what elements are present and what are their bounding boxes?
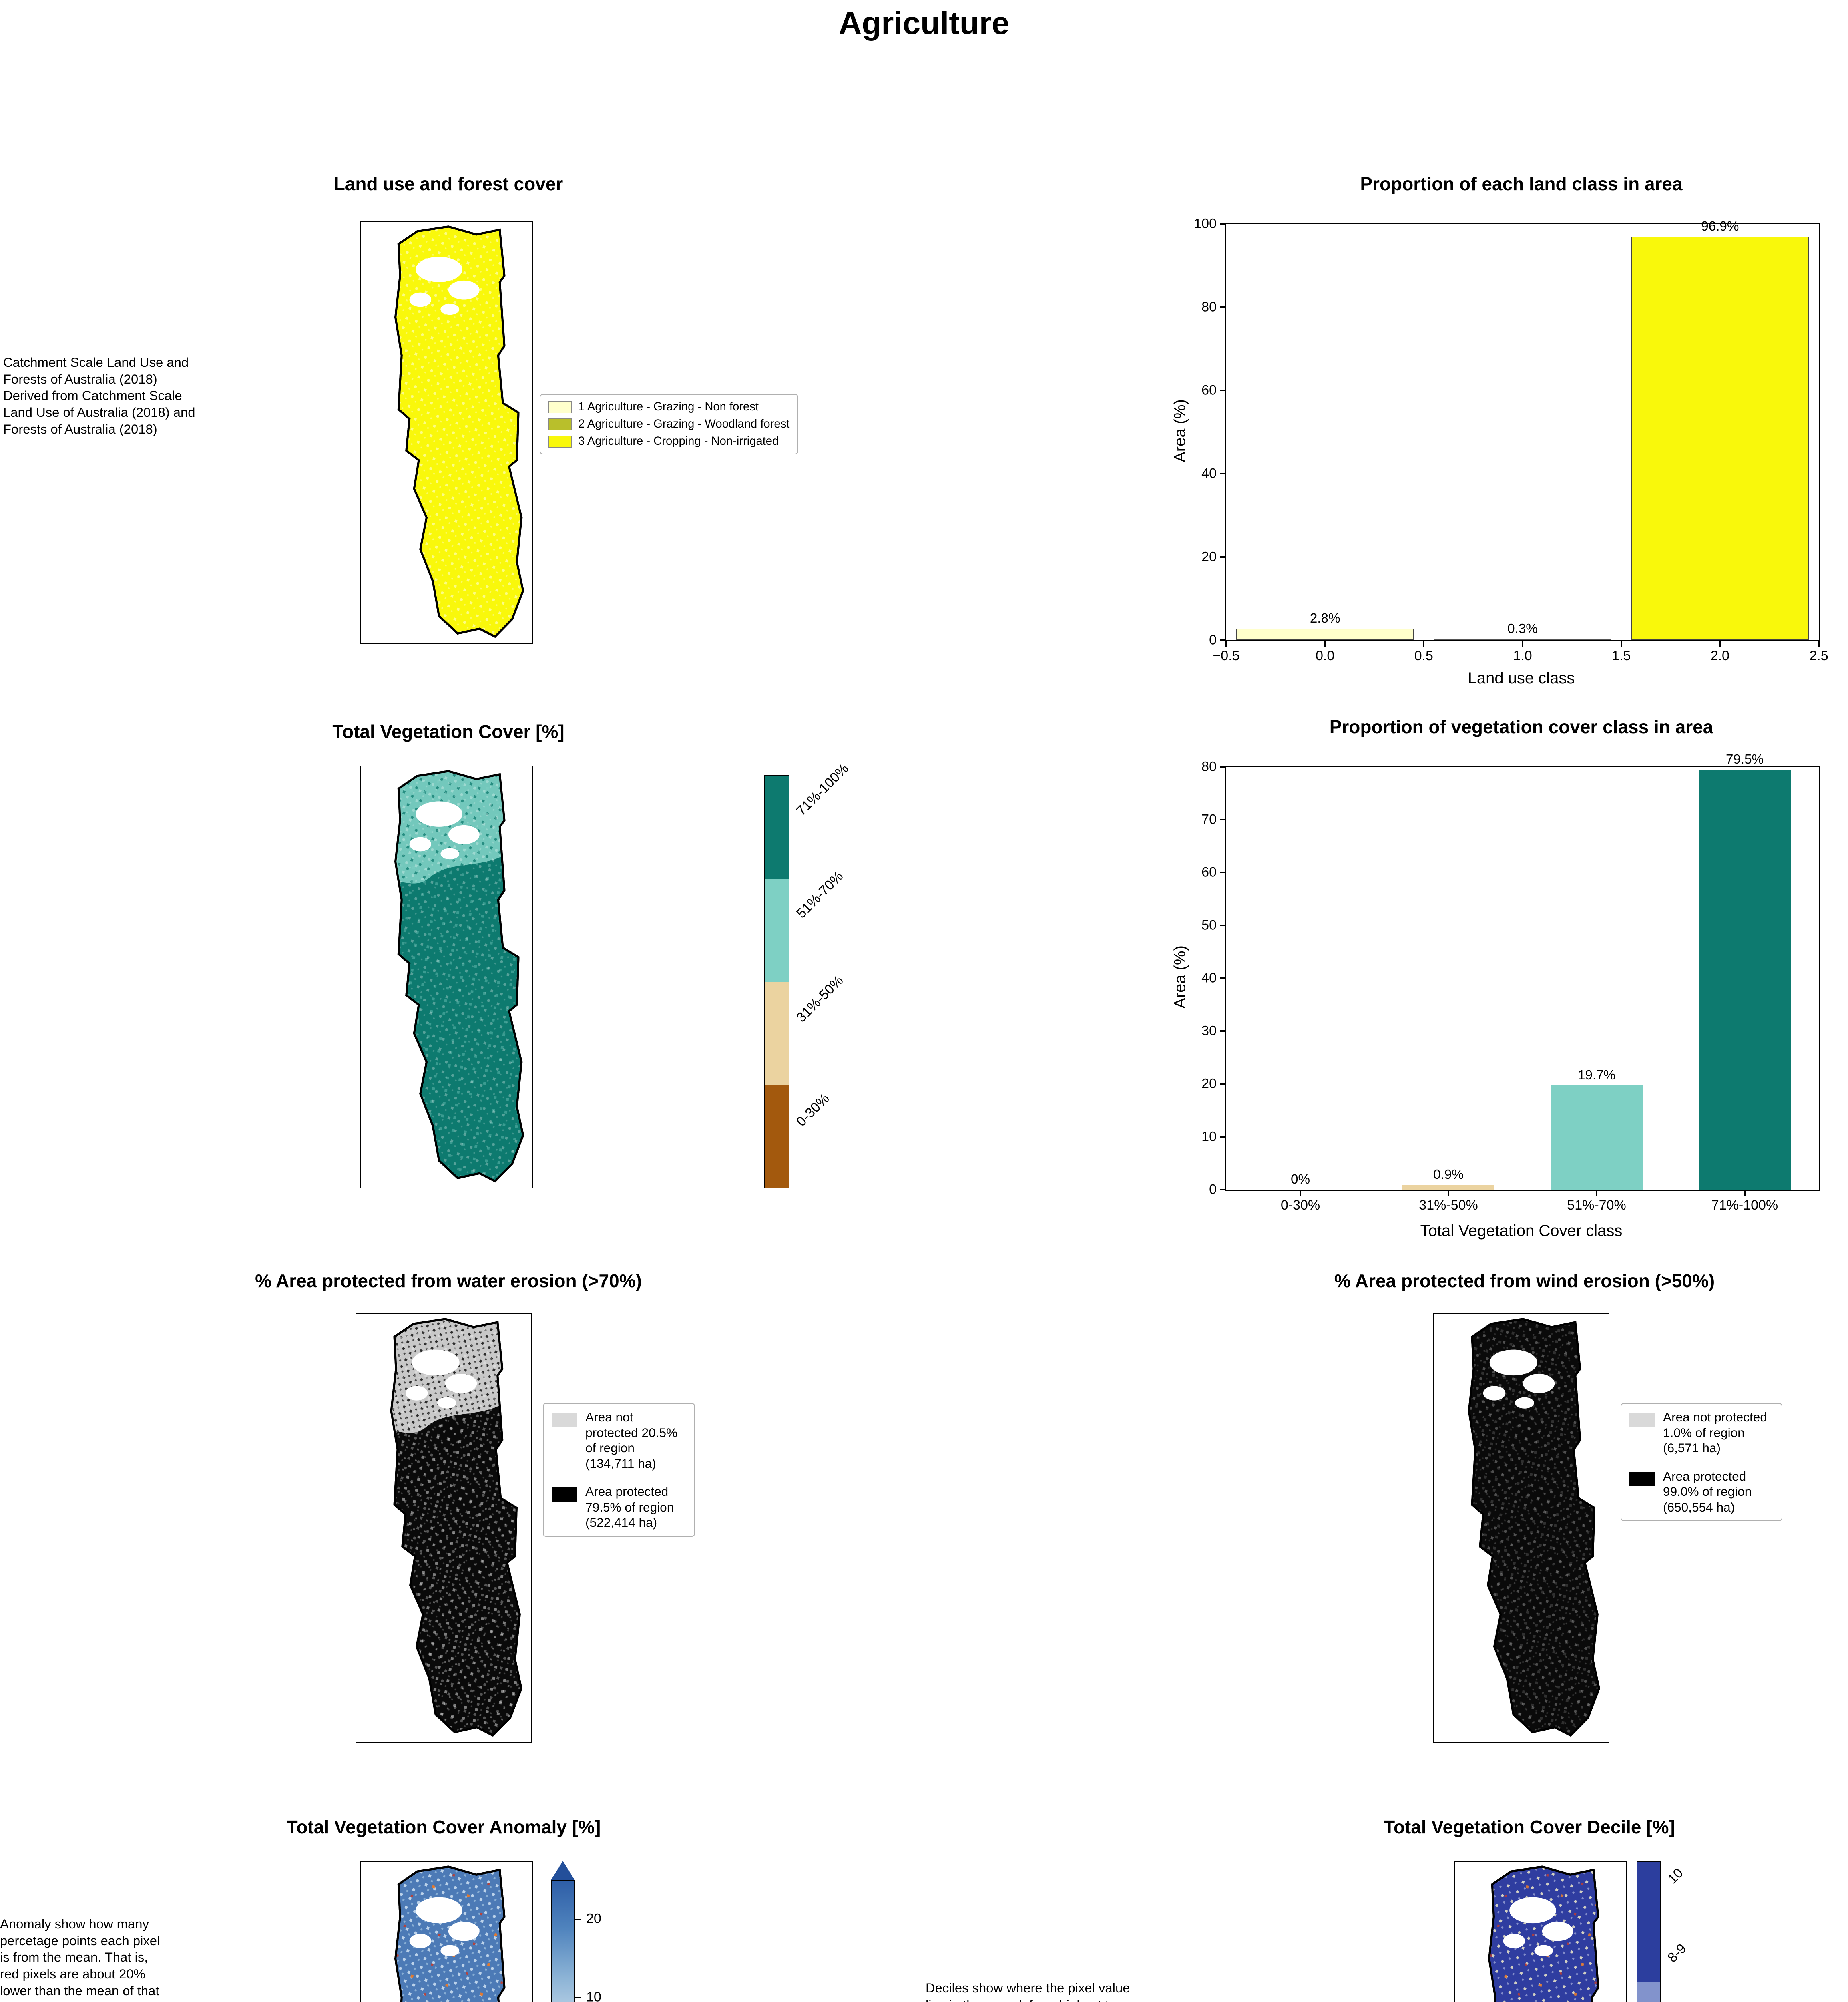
land-use-map <box>360 221 533 644</box>
anomaly-note: Anomaly show how many percetage points e… <box>0 1916 160 2002</box>
legend-item: 3 Agriculture - Cropping - Non-irrigated <box>548 435 789 448</box>
chart-title: Proportion of vegetation cover class in … <box>1329 716 1713 737</box>
colorbar-segment <box>1637 1862 1660 1982</box>
legend-label: Area not protected 1.0% of region (6,571… <box>1663 1410 1767 1455</box>
legend-swatch <box>552 1413 577 1427</box>
colorbar-segment <box>765 982 789 1085</box>
plot-area: 0 10 20 30 40 50 60 70 80 0-30% 31%-50% 51%-70% 71%-… <box>1201 752 1820 1213</box>
legend-label: 2 Agriculture - Grazing - Woodland fores… <box>578 418 790 430</box>
anomaly-map <box>360 1861 533 2002</box>
water-erosion-panel-title: % Area protected from water erosion (>70… <box>255 1270 642 1291</box>
land-use-source-note: Catchment Scale Land Use and Forests of … <box>3 355 195 436</box>
legend-item: Area not protected 20.5% of region (134,… <box>552 1409 686 1471</box>
land-use-panel-title: Land use and forest cover <box>333 173 563 194</box>
colorbar-segment <box>765 1085 789 1188</box>
anomaly-panel-title: Total Vegetation Cover Anomaly [%] <box>286 1817 601 1837</box>
colorbar-tick <box>575 1919 581 1920</box>
colorbar-label: 0-30% <box>793 1091 832 1130</box>
land-use-legend: 1 Agriculture - Grazing - Non forest 2 A… <box>540 394 799 454</box>
colorbar-segment <box>1637 1982 1660 2002</box>
legend-swatch <box>548 435 572 448</box>
colorbar-label: 10 <box>1665 1865 1686 1887</box>
chart-title: Proportion of each land class in area <box>1360 173 1683 194</box>
colorbar-tick <box>575 1997 581 1999</box>
anomaly-colorbar: 20 10 0 −10 −20 <box>551 1861 601 2002</box>
colorbar-gradient <box>551 1880 575 2002</box>
plot-area: 0 20 40 60 80 100 −0.5 0.0 0.5 1.0 1.5 2.0 2.5 2.8% 0.… <box>1194 216 1828 664</box>
colorbar-tick-label: 10 <box>586 1989 601 2002</box>
legend-swatch <box>1629 1471 1655 1486</box>
decile-colorbar <box>1637 1861 1661 2002</box>
x-axis-label: Land use class <box>1468 669 1575 687</box>
y-axis-label: Area (%) <box>1171 399 1189 462</box>
decile-map <box>1454 1861 1627 2002</box>
veg-cover-bar-chart: Proportion of vegetation cover class in … <box>1121 713 1848 1264</box>
legend-item: Area not protected 1.0% of region (6,571… <box>1629 1409 1774 1456</box>
decile-note: Deciles show where the pixel value lies … <box>926 1980 1130 2002</box>
wind-erosion-map <box>1433 1313 1609 1743</box>
y-axis-label: Area (%) <box>1171 945 1189 1009</box>
decile-panel-title: Total Vegetation Cover Decile [%] <box>1384 1817 1675 1837</box>
colorbar-segment <box>765 879 789 982</box>
veg-cover-map <box>360 766 533 1188</box>
legend-item: 2 Agriculture - Grazing - Woodland fores… <box>548 418 789 431</box>
colorbar-label: 71%-100% <box>793 761 852 819</box>
wind-erosion-panel-title: % Area protected from wind erosion (>50%… <box>1334 1270 1715 1291</box>
legend-item: Area protected 79.5% of region (522,414 … <box>552 1484 686 1530</box>
colorbar-segment <box>765 776 789 879</box>
legend-swatch <box>1629 1413 1655 1427</box>
veg-cover-panel-title: Total Vegetation Cover [%] <box>332 721 564 742</box>
colorbar-label: 51%-70% <box>793 868 846 921</box>
water-erosion-map <box>356 1313 532 1743</box>
colorbar-tick-label: 20 <box>586 1911 601 1926</box>
wind-erosion-legend: Area not protected 1.0% of region (6,571… <box>1621 1403 1782 1522</box>
legend-swatch <box>548 418 572 430</box>
water-erosion-legend: Area not protected 20.5% of region (134,… <box>543 1403 695 1537</box>
veg-cover-colorbar <box>764 775 789 1188</box>
legend-item: Area protected 99.0% of region (650,554 … <box>1629 1469 1774 1515</box>
legend-swatch <box>552 1487 577 1502</box>
x-axis-label: Total Vegetation Cover class <box>1420 1222 1623 1240</box>
page-title: Agriculture <box>838 5 1010 41</box>
land-class-bar-chart: Proportion of each land class in area Ar… <box>1121 170 1848 705</box>
legend-item: 1 Agriculture - Grazing - Non forest <box>548 400 789 414</box>
legend-swatch <box>548 401 572 413</box>
colorbar-label: 31%-50% <box>793 973 846 1025</box>
legend-label: Area not protected 20.5% of region (134,… <box>585 1410 678 1471</box>
legend-label: Area protected 79.5% of region (522,414 … <box>585 1484 674 1530</box>
colorbar-label: 8-9 <box>1665 1940 1689 1966</box>
colorbar-extend-arrow-up <box>551 1861 575 1880</box>
legend-label: Area protected 99.0% of region (650,554 … <box>1663 1469 1752 1514</box>
legend-label: 3 Agriculture - Cropping - Non-irrigated <box>578 435 779 448</box>
legend-label: 1 Agriculture - Grazing - Non forest <box>578 400 759 413</box>
